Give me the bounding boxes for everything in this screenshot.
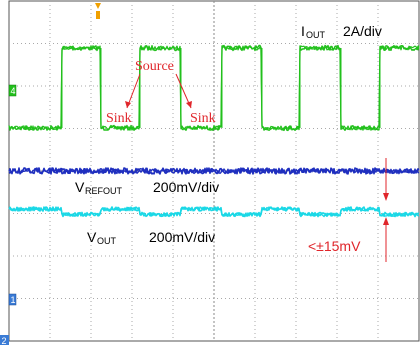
sink-label-right: Sink bbox=[190, 111, 216, 126]
deviation-annotation: <±15mV bbox=[308, 158, 389, 262]
source-label: Source bbox=[135, 59, 174, 74]
iout-label-sub: OUT bbox=[306, 30, 326, 40]
trace-iout-edges bbox=[61, 48, 381, 128]
trigger-marker bbox=[95, 3, 101, 19]
sink-label-left: Sink bbox=[106, 111, 132, 126]
vrefout-label-sub: REFOUT bbox=[85, 186, 123, 196]
vout-scale: 200mV/div bbox=[149, 229, 215, 245]
iout-label-main: I bbox=[301, 23, 305, 39]
vout-label: V OUT 200mV/div bbox=[87, 229, 215, 246]
traces bbox=[8, 44, 420, 218]
source-arrow-left bbox=[126, 73, 141, 109]
source-sink-annotation: Source Sink Sink bbox=[106, 59, 216, 126]
trace-iout-band bbox=[8, 45, 420, 131]
trace-vout-band bbox=[8, 206, 420, 218]
ground-marker-label: 2 bbox=[2, 336, 7, 345]
vrefout-scale: 200mV/div bbox=[153, 179, 219, 195]
vout-label-main: V bbox=[87, 229, 97, 245]
iout-scale: 2A/div bbox=[343, 23, 382, 39]
channel-marker-vout: 1 bbox=[8, 293, 17, 306]
vout-label-sub: OUT bbox=[97, 236, 117, 246]
channel-marker-vout-label: 1 bbox=[11, 295, 16, 305]
deviation-label: <±15mV bbox=[308, 238, 361, 254]
ground-marker: 2 bbox=[0, 335, 9, 345]
vrefout-label: V REFOUT 200mV/div bbox=[75, 179, 219, 196]
channel-marker-current-label: 4 bbox=[11, 86, 16, 96]
channel-marker-current: 4 bbox=[8, 84, 17, 97]
iout-label: I OUT 2A/div bbox=[301, 23, 382, 40]
vrefout-label-main: V bbox=[75, 179, 85, 195]
trace-vrefout-band bbox=[8, 167, 420, 175]
